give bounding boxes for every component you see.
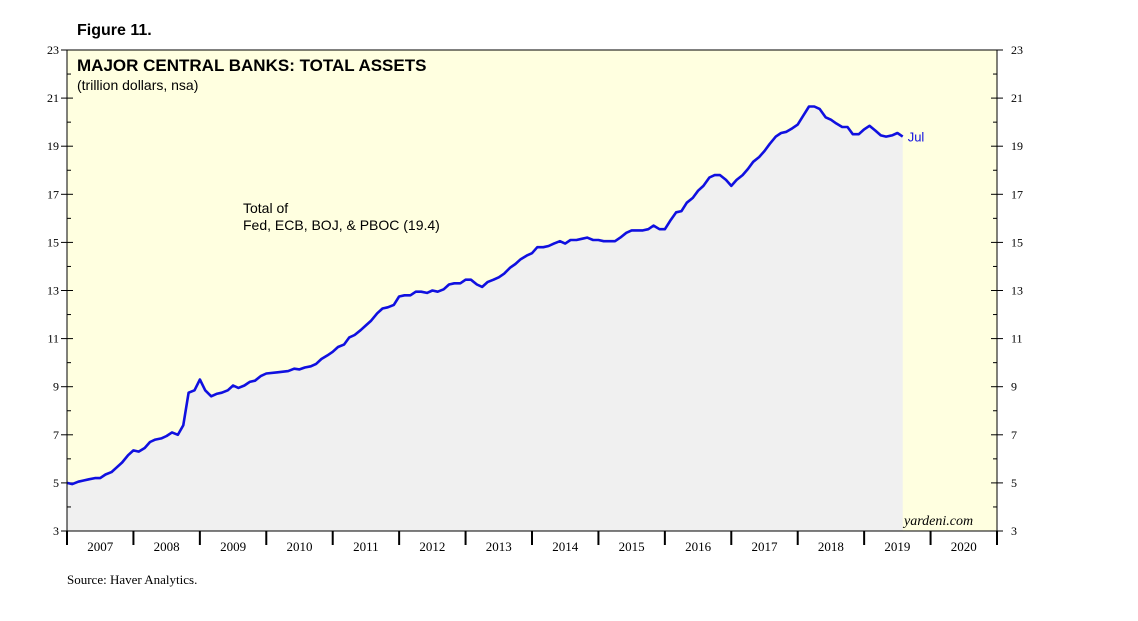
x-tick-label: 2018 [818,539,844,554]
series-end-label: Jul [908,130,925,145]
y-tick-label-right: 15 [1011,235,1023,249]
y-tick-label-right: 23 [1011,43,1023,57]
figure-label: Figure 11. [77,22,152,39]
y-tick-label-right: 21 [1011,91,1023,105]
y-tick-label-left: 11 [47,332,59,346]
annotation-line-2: Fed, ECB, BOJ, & PBOC (19.4) [243,217,440,233]
watermark-yardeni: yardeni.com [902,514,973,529]
y-tick-label-right: 13 [1011,284,1023,298]
x-tick-label: 2016 [685,539,712,554]
series-line-total-assets [66,105,904,486]
y-tick-label-right: 11 [1011,332,1023,346]
y-tick-label-left: 21 [47,91,59,105]
y-tick-label-right: 17 [1011,187,1023,201]
plot-frame [66,49,998,532]
x-tick-label: 2011 [353,539,379,554]
y-tick-label-right: 7 [1011,428,1017,442]
y-tick-label-left: 15 [47,235,59,249]
source-note: Source: Haver Analytics. [67,572,197,587]
y-tick-label-left: 5 [53,476,59,490]
axis-labels: 3 3 5 5 7 7 9 9 11 11 13 13 15 15 17 17 19 19 21 21 23 23 2007… [47,43,1023,554]
y-tick-label-right: 3 [1011,524,1017,538]
y-tick-label-right: 19 [1011,139,1023,153]
x-tick-label: 2020 [951,539,977,554]
x-tick-label: 2013 [486,539,512,554]
x-tick-label: 2019 [884,539,910,554]
y-tick-label-left: 23 [47,43,59,57]
y-tick-label-left: 7 [53,428,59,442]
x-tick-label: 2008 [154,539,180,554]
y-tick-label-right: 5 [1011,476,1017,490]
y-tick-label-left: 13 [47,284,59,298]
x-tick-label: 2012 [419,539,445,554]
y-tick-label-left: 9 [53,380,59,394]
chart-title: MAJOR CENTRAL BANKS: TOTAL ASSETS [77,56,426,75]
x-tick-label: 2007 [87,539,114,554]
x-tick-label: 2014 [552,539,579,554]
series-area-fill [67,106,903,531]
x-tick-label: 2010 [287,539,313,554]
x-tick-label: 2017 [752,539,779,554]
y-tick-label-left: 3 [53,524,59,538]
x-tick-label: 2009 [220,539,246,554]
x-tick-label: 2015 [619,539,645,554]
annotation-line-1: Total of [243,200,288,216]
y-tick-label-left: 19 [47,139,59,153]
y-tick-label-right: 9 [1011,380,1017,394]
y-tick-label-left: 17 [47,187,59,201]
chart-subtitle: (trillion dollars, nsa) [77,77,198,93]
